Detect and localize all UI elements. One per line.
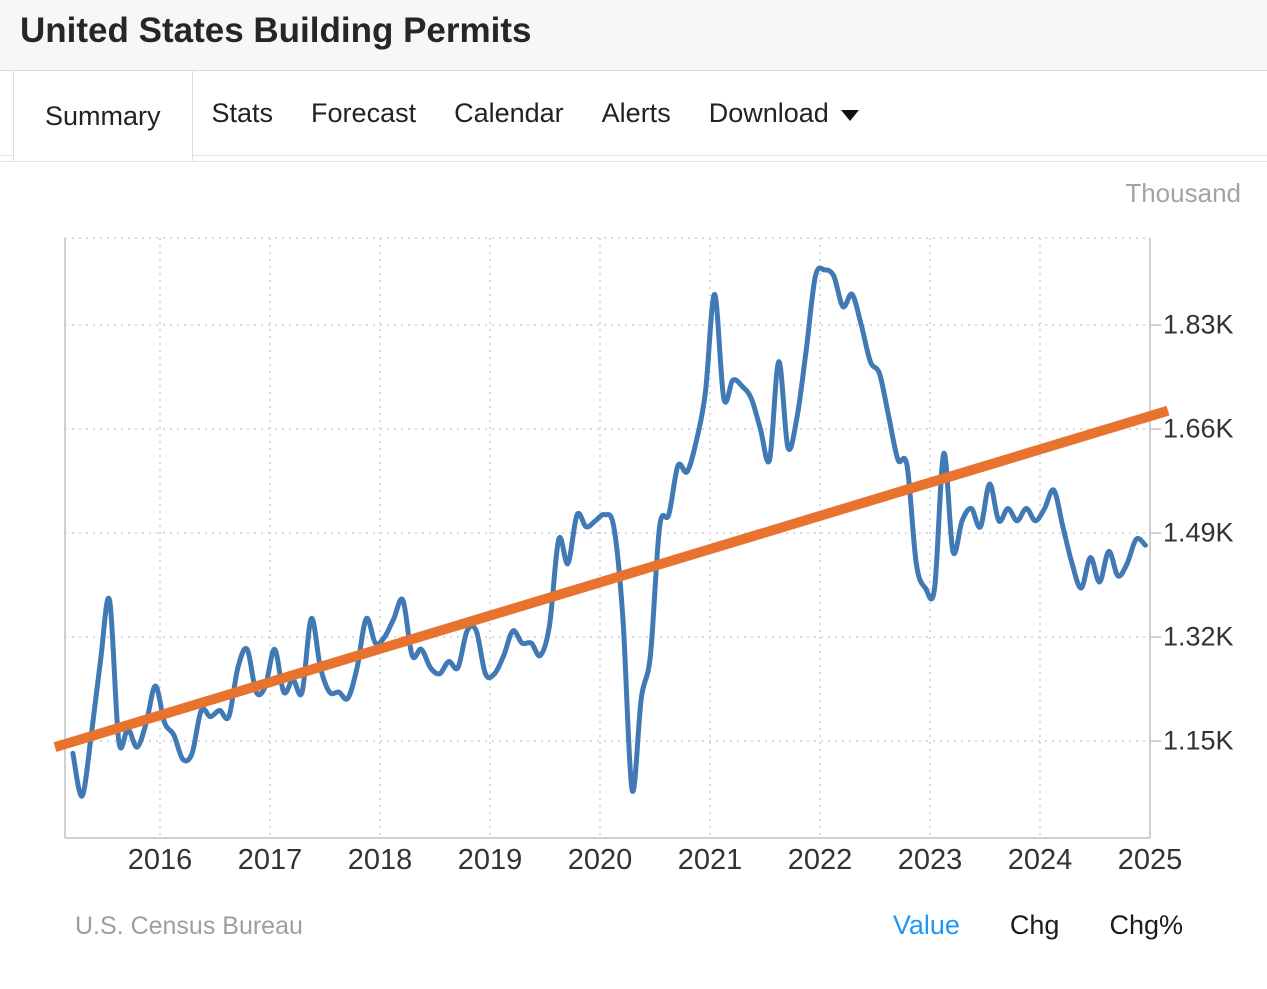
chart-plot-area[interactable] (0, 162, 1267, 984)
x-axis-tick-label: 2020 (567, 844, 633, 876)
tab-download[interactable]: Download (690, 71, 878, 155)
x-axis-tick-label: 2016 (127, 844, 193, 876)
tab-summary[interactable]: Summary (13, 71, 193, 161)
page-title: United States Building Permits (20, 11, 532, 50)
tab-download-label: Download (708, 97, 829, 128)
x-axis-tick-label: 2023 (897, 844, 963, 876)
y-axis-tick-label: 1.83K (1163, 309, 1234, 340)
x-axis-tick-label: 2022 (787, 844, 853, 876)
x-axis-tick-label: 2018 (347, 844, 413, 876)
x-axis-tick-label: 2025 (1117, 844, 1183, 876)
x-axis-tick-label: 2021 (677, 844, 743, 876)
legend-value-button[interactable]: Value (892, 910, 960, 940)
y-axis-tick-label: 1.66K (1163, 413, 1234, 444)
page-header: United States Building Permits (0, 0, 1267, 71)
source-link[interactable]: U.S. Census Bureau (75, 912, 303, 940)
y-axis-unit-label: Thousand (1125, 178, 1241, 208)
tab-stats[interactable]: Stats (211, 97, 274, 128)
y-axis-tick-label: 1.32K (1163, 621, 1234, 652)
legend-chg-button[interactable]: Chg (1009, 910, 1060, 940)
value-series-line (70, 265, 1148, 799)
chart-legend: Value Chg Chg% (893, 910, 1183, 941)
y-axis-tick-label: 1.15K (1163, 725, 1234, 756)
tab-forecast[interactable]: Forecast (311, 97, 417, 128)
tab-calendar[interactable]: Calendar (454, 97, 564, 128)
x-axis-tick-label: 2019 (457, 844, 523, 876)
permits-line-chart (53, 237, 1170, 839)
x-axis-tick-label: 2024 (1007, 844, 1073, 876)
legend-chgpct-button[interactable]: Chg% (1109, 910, 1183, 940)
y-axis-tick-label: 1.49K (1163, 517, 1234, 548)
x-axis-tick-label: 2017 (237, 844, 303, 876)
tab-bar: Summary Stats Forecast Calendar Alerts D… (0, 71, 1267, 161)
chart-panel: Thousand 1.83K 1.66K 1.49K 1.32K 1.15K 2… (0, 161, 1267, 983)
tab-alerts[interactable]: Alerts (601, 97, 671, 128)
download-caret-icon (840, 109, 859, 121)
